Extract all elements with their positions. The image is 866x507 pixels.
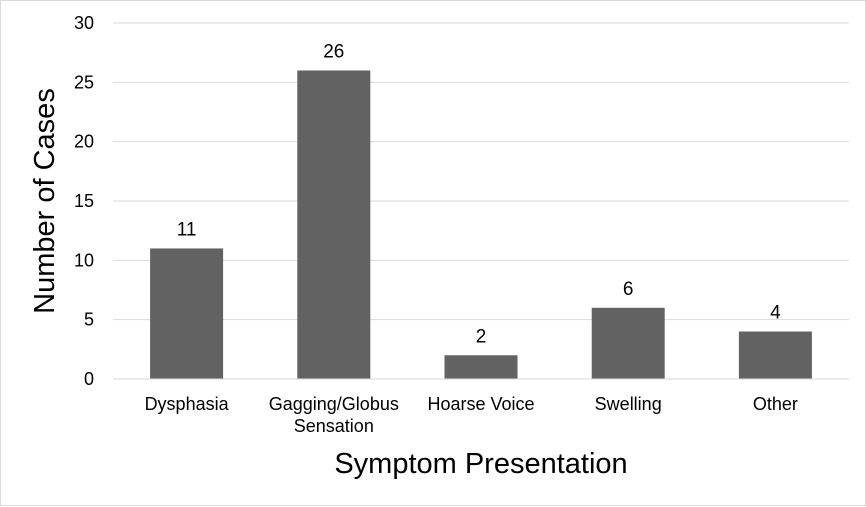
y-tick-label: 10 (74, 250, 94, 270)
bar (150, 248, 224, 379)
bar (444, 355, 518, 379)
bar (591, 307, 665, 379)
x-category-label: Swelling (595, 394, 662, 414)
x-axis-categories: Dysphasia Gagging/Globus Sensation Hoarse V… (145, 394, 798, 436)
x-category-label: Dysphasia (145, 394, 230, 414)
gridlines (113, 22, 849, 321)
data-label: 2 (476, 326, 487, 347)
data-label: 26 (323, 41, 344, 62)
y-axis-ticks: 0 5 10 15 20 25 30 (74, 13, 94, 389)
y-tick-label: 20 (74, 132, 94, 152)
y-axis-title: Number of Cases (29, 88, 61, 314)
x-category-label: Gagging/Globus Sensation (269, 394, 399, 436)
y-tick-label: 25 (74, 72, 94, 92)
y-tick-label: 30 (74, 13, 94, 33)
x-category-label: Hoarse Voice (427, 394, 534, 414)
data-label: 11 (177, 219, 197, 240)
x-category-label: Other (753, 394, 798, 414)
data-label: 6 (623, 279, 634, 300)
data-label: 4 (770, 303, 781, 324)
y-tick-label: 0 (84, 369, 94, 389)
x-axis-title: Symptom Presentation (334, 448, 627, 480)
bars (150, 70, 812, 379)
y-tick-label: 5 (84, 310, 94, 330)
y-tick-label: 15 (74, 191, 94, 211)
bar (738, 331, 812, 379)
bar (297, 70, 371, 379)
